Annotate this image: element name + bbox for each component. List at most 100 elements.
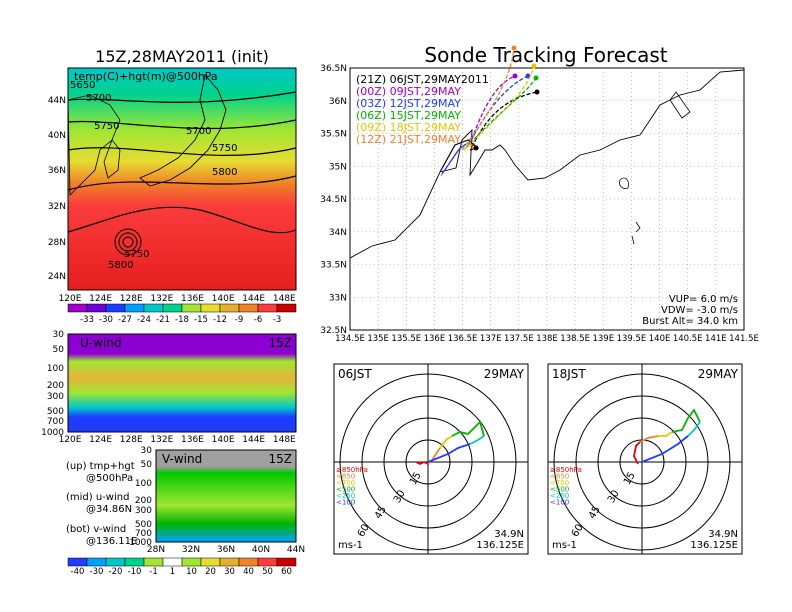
note-mid-b: @34.86N — [86, 504, 132, 515]
map500-colorbar-label: -12 — [213, 315, 227, 325]
uwind-ytick-label: 500 — [47, 407, 64, 417]
vwind-frame — [155, 449, 297, 543]
hodo-lat: 34.9N — [708, 529, 738, 540]
track-ytick-label: 35.5N — [320, 130, 347, 140]
wind-colorbar-label: -1 — [149, 567, 157, 577]
wind-colorbar-swatch — [67, 557, 88, 567]
hodo-trace — [658, 431, 673, 437]
vwind-xtick-label: 44N — [287, 545, 305, 555]
uwind-time: 15Z — [269, 336, 293, 350]
uwind-xtick-label: 144E — [242, 435, 265, 445]
track-ytick-label: 33N — [329, 293, 347, 303]
track-xtick-label: 138E — [536, 334, 558, 344]
wind-colorbar-swatch — [219, 557, 240, 567]
map500-colorbar: -33 -30 -27 -24 -21 -18 -15 -12 -9 -6 -3 — [67, 303, 297, 325]
map500-colorbar-swatch — [276, 303, 297, 313]
contour-label: 5750 — [94, 121, 119, 132]
map500-ytick-label: 40N — [48, 131, 66, 141]
track-param: VDW= -3.0 m/s — [661, 305, 738, 316]
wind-colorbar-swatch — [86, 557, 107, 567]
contour-label: 5750 — [124, 249, 149, 260]
map500-xtick-label: 128E — [120, 294, 143, 304]
wind-colorbar-label: 20 — [205, 567, 216, 577]
track-xtick-label: 141.5E — [729, 334, 759, 344]
track-param: VUP= 6.0 m/s — [669, 294, 738, 305]
map500-colorbar-label: -15 — [194, 315, 208, 325]
wind-colorbar-label: 1 — [170, 567, 175, 577]
uwind-xtick-label: 132E — [150, 435, 173, 445]
vwind-ytick-label: 50 — [141, 460, 153, 470]
contour-label: 5750 — [212, 143, 237, 154]
map500-panel: 5700 5750 5700 5750 5800 5750 5800 5650 … — [48, 67, 297, 304]
hodo-trace — [671, 408, 701, 433]
vwind-ytick-label: 700 — [135, 529, 152, 539]
wind-colorbar-swatch — [143, 557, 164, 567]
hodo-trace — [469, 435, 485, 445]
map500-colorbar-swatch — [86, 303, 107, 313]
map500-ytick-label: 32N — [48, 202, 66, 212]
vwind-ytick-label: 100 — [135, 479, 152, 489]
map500-colorbar-swatch — [200, 303, 221, 313]
track-21z — [471, 91, 538, 148]
map500-contour — [67, 175, 297, 191]
track-island — [635, 221, 641, 233]
contour-label: 5700 — [86, 93, 111, 104]
track-island — [619, 177, 629, 189]
map500-xtick-label: 124E — [89, 294, 112, 304]
note-up-b: @500hPa — [86, 473, 133, 484]
map500-colorbar-label: -3 — [273, 315, 281, 325]
track-ytick-label: 33.5N — [320, 261, 347, 271]
hodo-lat: 34.9N — [494, 529, 524, 540]
hodo-level-legend: <250 — [336, 492, 355, 500]
track-param: Burst Alt= 34.0 km — [642, 316, 738, 327]
vwind-xtick-label: 28N — [147, 545, 165, 555]
track-xtick-label: 136.5E — [448, 334, 478, 344]
track-map-panel: (21Z) 06JST,29MAY2011(00Z) 09JST,29MAY(0… — [320, 45, 759, 344]
vwind-label: V-wind — [162, 452, 202, 466]
map500-xtick-label: 144E — [242, 294, 265, 304]
hodo-time: 06JST — [338, 367, 372, 381]
note-bot-b: @136.11E — [86, 536, 137, 547]
wind-colorbar-swatch — [257, 557, 278, 567]
wind-colorbar-swatch — [162, 557, 183, 567]
contour-label: 5650 — [70, 80, 95, 91]
wind-colorbar-label: 40 — [243, 567, 254, 577]
track-xtick-label: 140.5E — [673, 334, 703, 344]
note-up-a: (up) tmp+hgt — [66, 461, 135, 472]
hodo-date: 29MAY — [698, 367, 739, 381]
map500-colorbar-label: -21 — [156, 315, 170, 325]
hodo-trace — [451, 420, 485, 437]
uwind-ytick-label: 200 — [47, 381, 64, 391]
track-coastline — [349, 69, 745, 259]
hodo-level-legend: <700 — [550, 479, 569, 487]
track-xtick-label: 139E — [592, 334, 614, 344]
track-xtick-label: 141E — [705, 334, 727, 344]
map500-colorbar-label: -9 — [235, 315, 243, 325]
map500-colorbar-swatch — [67, 303, 88, 313]
map500-colorbar-label: -27 — [118, 315, 132, 325]
map500-typhoon-contour — [114, 228, 142, 256]
map500-contour — [67, 91, 297, 103]
vwind-ytick-label: 200 — [135, 496, 152, 506]
map500-ytick-label: 24N — [48, 272, 66, 282]
uwind-xtick-label: 148E — [273, 435, 296, 445]
hodo-level-legend: ≥850hPa — [550, 466, 582, 474]
wind-colorbar-label: -30 — [90, 567, 104, 577]
map500-field-label: temp(C)+hgt(m)@500hPa — [74, 70, 218, 83]
map500-xtick-label: 148E — [273, 294, 296, 304]
map500-typhoon-contour — [118, 232, 138, 252]
track-03z — [467, 75, 529, 147]
hodo-trace — [633, 441, 641, 465]
track-xtick-label: 139.5E — [617, 334, 647, 344]
contour-label: 5800 — [212, 167, 237, 178]
panel-notes: (up) tmp+hgt @500hPa (mid) u-wind @34.86… — [66, 461, 137, 547]
hodo-level-legend: <100 — [550, 499, 569, 507]
map500-xtick-label: 140E — [212, 294, 235, 304]
map500-frame — [67, 67, 297, 291]
map500-ytick-label: 36N — [48, 166, 66, 176]
track-ytick-label: 36.5N — [320, 64, 347, 74]
hodo-trace — [639, 435, 659, 443]
